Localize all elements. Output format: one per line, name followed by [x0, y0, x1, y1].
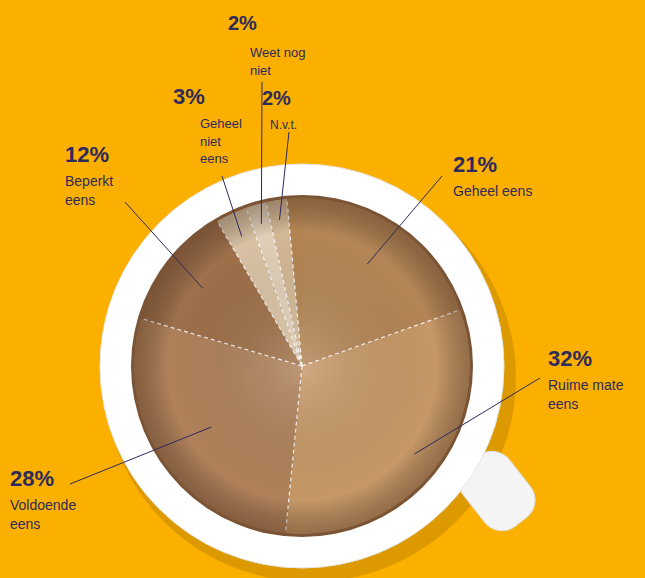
category-label: Geheel eens: [453, 183, 532, 199]
slice-divider: [217, 221, 302, 366]
background: [0, 0, 645, 578]
leader-line: [367, 176, 442, 264]
coffee-edge: [131, 195, 473, 537]
leader-line: [279, 132, 289, 220]
value-label: 2%: [228, 12, 257, 34]
category-label: Ruime mateeens: [548, 377, 624, 412]
chart: 21% Geheel eens 32% Ruime mateeens 28% Voldoe…: [0, 0, 645, 578]
slice-divider: [141, 318, 302, 366]
slice-divider: [302, 310, 460, 366]
slice-divider: [246, 208, 302, 366]
labels: 21% Geheel eens 32% Ruime mateeens 28% Voldoe…: [10, 12, 624, 532]
leader-line: [414, 378, 540, 454]
category-label: N.v.t.: [270, 118, 297, 132]
leader-line: [125, 202, 203, 288]
category-label: Voldoendeeens: [10, 497, 76, 532]
cup-rim: [100, 164, 504, 568]
leader-line: [70, 427, 211, 484]
slice-divider: [287, 199, 302, 366]
value-label: 28%: [10, 466, 54, 491]
slices: [134, 198, 470, 534]
coffee-shading: [134, 198, 470, 534]
plot-area: [134, 198, 470, 534]
pie-slice: [266, 199, 302, 366]
cup: [100, 164, 544, 578]
value-label: 2%: [262, 87, 291, 109]
pie-slice: [285, 310, 470, 534]
value-label: 3%: [173, 84, 205, 109]
category-label: Weet nogniet: [250, 45, 305, 78]
category-label: Beperkteens: [65, 173, 113, 208]
slice-divider: [266, 202, 302, 366]
value-label: 12%: [65, 142, 109, 167]
category-label: Geheelnieteens: [200, 116, 242, 166]
value-label: 21%: [453, 152, 497, 177]
value-label: 32%: [548, 346, 592, 371]
slice-divider: [285, 366, 302, 533]
leader-line: [222, 176, 242, 237]
